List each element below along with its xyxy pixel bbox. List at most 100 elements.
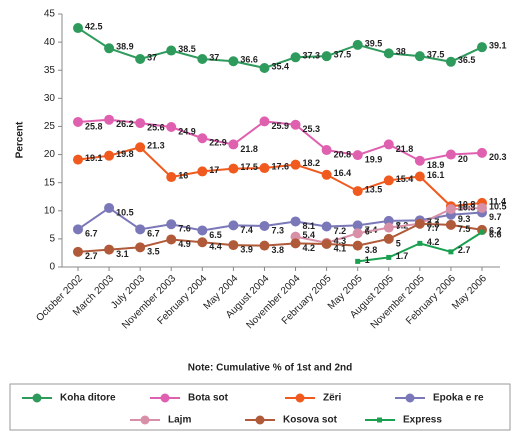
value-label: 19.9: [365, 154, 383, 164]
value-label: 3.1: [116, 249, 129, 259]
point: [355, 258, 361, 264]
legend-label: Zëri: [323, 393, 342, 404]
point: [228, 220, 239, 231]
point: [321, 145, 332, 156]
value-label: 19.8: [116, 149, 134, 159]
point: [259, 116, 270, 127]
value-label: 37: [209, 52, 219, 62]
point: [417, 240, 423, 246]
point: [383, 222, 394, 233]
value-label: 17.5: [240, 162, 258, 172]
point: [383, 233, 394, 244]
point: [477, 42, 487, 53]
point: [197, 53, 208, 64]
point: [383, 48, 394, 59]
value-label: 17.6: [271, 161, 289, 171]
value-label: 36.5: [458, 55, 476, 65]
point: [197, 237, 208, 248]
legend-label: Lajm: [168, 415, 191, 426]
point: [197, 133, 208, 144]
value-label: 6.6: [489, 229, 502, 239]
legend-label: Express: [403, 415, 442, 426]
note: Note: Cumulative % of 1st and 2nd: [188, 363, 352, 374]
x-tick-label: November 2003: [120, 273, 178, 331]
point: [383, 139, 394, 150]
point: [73, 154, 83, 165]
point: [290, 238, 301, 249]
value-label: 1: [365, 255, 370, 265]
value-label: 37: [147, 52, 157, 62]
value-label: 18.2: [303, 158, 321, 168]
point: [290, 159, 301, 170]
value-label: 9.7: [489, 212, 502, 222]
y-tick-label: 30: [44, 93, 56, 104]
point: [352, 39, 363, 50]
value-label: 5.4: [303, 230, 316, 240]
value-label: 3.9: [240, 244, 253, 254]
value-label: 25.6: [147, 122, 165, 132]
y-tick-label: 45: [44, 9, 56, 20]
point: [73, 23, 83, 34]
value-label: 38: [396, 47, 406, 57]
series-line: [77, 27, 483, 70]
series-line: [77, 118, 483, 162]
value-label: 21.8: [396, 144, 414, 154]
value-label: 6.5: [209, 230, 222, 240]
value-label: 15.4: [396, 174, 414, 184]
point: [414, 155, 425, 166]
point: [259, 62, 270, 73]
value-label: 10.8: [458, 200, 476, 210]
legend-marker: [140, 415, 150, 425]
series-line: [77, 206, 483, 232]
point: [135, 224, 146, 235]
y-tick-label: 10: [44, 205, 56, 216]
value-label: 6.7: [85, 229, 98, 239]
point: [197, 225, 208, 236]
point: [290, 216, 301, 227]
x-tick-label: November 2005: [369, 273, 427, 331]
series-line: [77, 222, 483, 253]
value-label: 7.7: [427, 217, 440, 227]
point: [259, 240, 270, 251]
value-label: 7.2: [334, 226, 347, 236]
value-label: 7.3: [271, 225, 284, 235]
legend-label: Bota sot: [188, 393, 229, 404]
point: [414, 51, 425, 62]
point: [197, 166, 208, 177]
value-label: 39.5: [365, 38, 383, 48]
value-label: 18.9: [427, 160, 445, 170]
y-tick-label: 20: [44, 149, 56, 160]
legend-marker: [255, 415, 265, 425]
value-label: 4.9: [178, 239, 191, 249]
point: [445, 204, 456, 215]
value-label: 2.7: [458, 245, 471, 255]
legend-label: Epoka e re: [433, 393, 484, 404]
point: [321, 238, 332, 249]
point: [73, 116, 83, 127]
point: [477, 147, 487, 158]
value-label: 13.5: [365, 184, 383, 194]
value-label: 11.4: [489, 196, 506, 206]
point: [448, 249, 454, 255]
legend-marker: [295, 393, 305, 403]
point: [228, 56, 239, 67]
legend-marker: [377, 417, 382, 423]
point: [290, 52, 301, 63]
point: [383, 175, 394, 186]
point: [445, 149, 456, 160]
point: [352, 220, 363, 231]
value-label: 21.8: [240, 144, 258, 154]
value-label: 39.1: [489, 41, 507, 51]
point: [166, 172, 177, 183]
point: [414, 171, 425, 182]
point: [259, 163, 270, 174]
point: [290, 119, 301, 130]
point: [135, 53, 146, 64]
y-tick-label: 40: [44, 37, 56, 48]
value-label: 6.2: [489, 226, 502, 236]
value-label: 7.4: [365, 225, 378, 235]
point: [445, 219, 456, 230]
value-label: 25.8: [85, 121, 103, 131]
value-label: 37.3: [303, 51, 321, 61]
